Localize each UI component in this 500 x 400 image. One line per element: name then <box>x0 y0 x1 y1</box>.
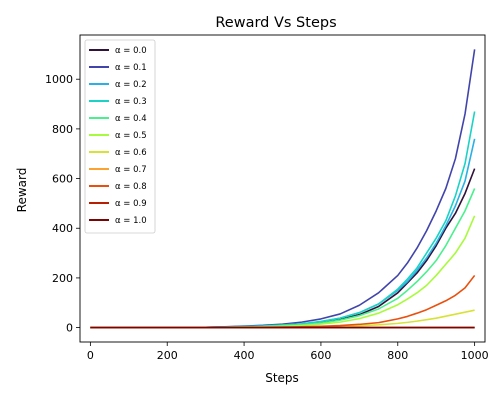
x-tick-label: 600 <box>310 349 331 362</box>
y-axis-label: Reward <box>15 168 29 213</box>
y-tick-label: 200 <box>52 272 73 285</box>
legend-label-2: α = 0.2 <box>115 80 147 90</box>
x-tick-label: 0 <box>87 349 94 362</box>
series-layer <box>90 49 476 329</box>
legend-label-1: α = 0.1 <box>115 63 147 73</box>
y-tick-label: 1000 <box>45 73 73 86</box>
legend-label-6: α = 0.6 <box>115 148 147 158</box>
legend-label-3: α = 0.3 <box>115 97 147 107</box>
legend-label-5: α = 0.5 <box>115 131 147 141</box>
chart-title: Reward Vs Steps <box>215 15 336 31</box>
plot-area <box>79 34 486 343</box>
y-tick-label: 800 <box>52 123 73 136</box>
y-tick-label: 600 <box>52 173 73 186</box>
series-line-8 <box>90 274 476 329</box>
y-tick-label: 400 <box>52 222 73 235</box>
x-axis: 0 200 400 600 800 1000 <box>87 342 489 362</box>
x-tick-label: 200 <box>157 349 178 362</box>
x-tick-label: 1000 <box>461 349 489 362</box>
legend-box <box>84 39 156 234</box>
x-tick-label: 800 <box>387 349 408 362</box>
legend-label-0: α = 0.0 <box>115 46 147 56</box>
y-tick-label: 0 <box>66 322 73 335</box>
legend-label-10: α = 1.0 <box>115 216 147 226</box>
legend-label-8: α = 0.8 <box>115 182 147 192</box>
legend-label-9: α = 0.9 <box>115 199 147 209</box>
legend-label-4: α = 0.4 <box>115 114 147 124</box>
x-axis-label: Steps <box>265 371 299 385</box>
legend-label-7: α = 0.7 <box>115 165 147 175</box>
x-tick-label: 400 <box>234 349 255 362</box>
legend: α = 0.0 α = 0.1 α = 0.2 α = 0.3 α = 0.4 α = 0… <box>84 39 156 234</box>
plot-frame <box>79 34 486 343</box>
y-axis: 0 200 400 600 800 1000 <box>45 73 80 335</box>
